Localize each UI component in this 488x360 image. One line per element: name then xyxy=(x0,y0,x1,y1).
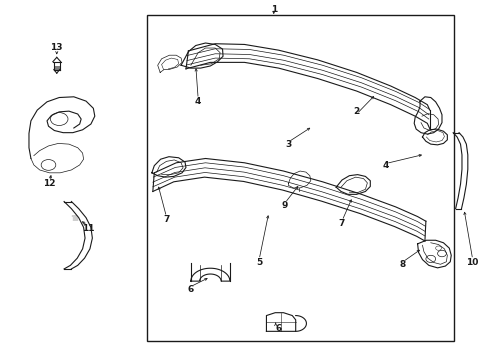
Text: 7: 7 xyxy=(338,219,345,228)
Text: 8: 8 xyxy=(399,260,405,269)
Text: 4: 4 xyxy=(382,161,388,170)
Text: 6: 6 xyxy=(275,324,281,333)
Text: 7: 7 xyxy=(163,215,169,224)
Text: 4: 4 xyxy=(195,96,201,105)
Text: 5: 5 xyxy=(256,258,262,267)
Text: 6: 6 xyxy=(187,285,194,294)
Text: 13: 13 xyxy=(50,43,63,52)
Text: 2: 2 xyxy=(353,107,359,116)
Text: 11: 11 xyxy=(82,224,95,233)
Bar xyxy=(147,15,453,341)
Text: 9: 9 xyxy=(281,201,287,210)
Text: 3: 3 xyxy=(285,140,291,149)
Text: 12: 12 xyxy=(43,179,56,188)
Text: 10: 10 xyxy=(466,258,478,267)
Text: 1: 1 xyxy=(270,5,276,14)
